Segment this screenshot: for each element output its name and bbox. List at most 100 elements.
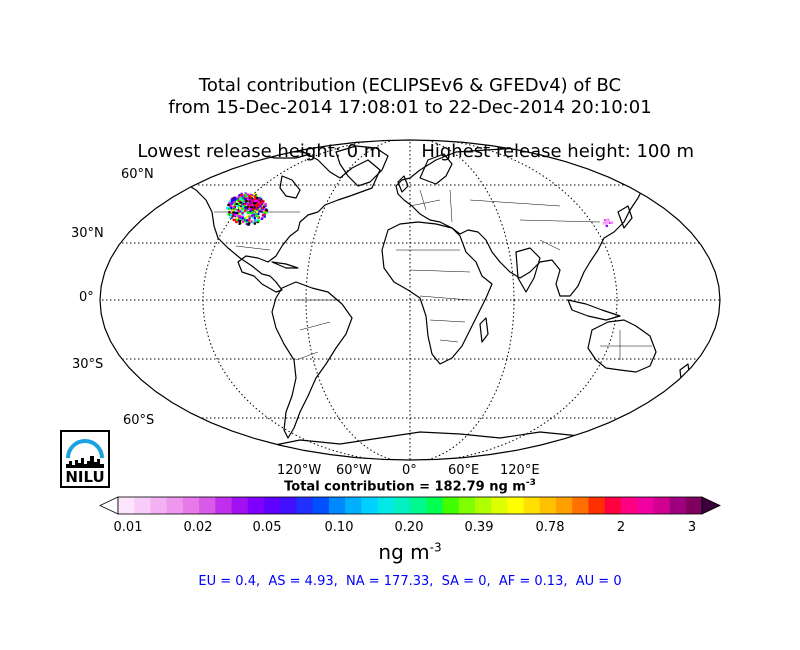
colorbar-bin bbox=[215, 497, 232, 514]
plume-cell bbox=[229, 216, 232, 219]
colorbar-bin bbox=[507, 497, 524, 514]
plume-cell bbox=[263, 205, 266, 208]
madagascar bbox=[479, 317, 489, 343]
colorbar-bin bbox=[264, 497, 281, 514]
lon-label-60w: 60°W bbox=[336, 463, 372, 478]
plume-cell bbox=[227, 213, 230, 216]
colorbar-tick: 0.39 bbox=[464, 520, 494, 535]
plume-cell bbox=[256, 215, 259, 218]
concentration-plume-asia bbox=[602, 218, 613, 228]
colorbar-min-extension bbox=[99, 496, 119, 515]
plume-cell bbox=[256, 205, 259, 208]
colorbar-bin bbox=[280, 497, 297, 514]
plume-cell bbox=[258, 205, 261, 208]
cuba bbox=[271, 261, 299, 269]
plume-cell bbox=[239, 221, 242, 224]
plume-cell bbox=[235, 217, 238, 220]
plume-cell bbox=[245, 219, 248, 222]
plume-cell bbox=[237, 215, 240, 218]
plume-cell bbox=[256, 199, 259, 202]
plume-cell bbox=[247, 207, 250, 210]
plume-cell bbox=[239, 210, 242, 213]
plume-cell bbox=[249, 193, 252, 196]
plume-cell bbox=[239, 201, 242, 204]
plume-cell bbox=[253, 216, 256, 219]
plume-cell bbox=[236, 211, 239, 214]
plume-cell bbox=[259, 198, 262, 201]
plume-cell bbox=[239, 215, 242, 218]
colorbar-tick: 0.10 bbox=[324, 520, 354, 535]
plume-cell bbox=[604, 222, 607, 225]
plume-cell bbox=[246, 221, 249, 224]
plume-cell bbox=[233, 203, 236, 207]
colorbar-bin bbox=[247, 497, 265, 514]
plume-cell bbox=[248, 222, 251, 225]
colorbar-bin bbox=[134, 497, 151, 514]
plume-cell bbox=[259, 207, 262, 210]
plume-cell bbox=[247, 200, 250, 203]
plume-cell bbox=[241, 208, 244, 211]
antarctica-coast bbox=[259, 431, 661, 459]
plume-cell bbox=[230, 216, 233, 219]
colorbar-max-extension bbox=[701, 496, 721, 515]
new-zealand bbox=[679, 363, 691, 389]
graticule bbox=[100, 140, 720, 460]
colorbar-bin bbox=[685, 497, 703, 514]
plume-cell bbox=[229, 204, 232, 207]
plume-cell bbox=[247, 223, 250, 226]
plume-cell bbox=[238, 218, 241, 221]
colorbar-bin bbox=[377, 497, 395, 514]
colorbar-bin bbox=[231, 497, 249, 514]
colorbar-bin bbox=[118, 497, 135, 514]
plume-cell bbox=[264, 203, 267, 206]
plume-cell bbox=[261, 206, 264, 210]
plume-cell bbox=[249, 215, 252, 218]
plume-cell bbox=[255, 201, 258, 204]
lat-label-30n: 30°N bbox=[71, 226, 104, 241]
plume-cell bbox=[253, 201, 256, 204]
plume-cell bbox=[261, 217, 264, 220]
plume-cell bbox=[257, 212, 260, 215]
plume-cell bbox=[238, 203, 241, 206]
colorbar-bin bbox=[572, 497, 589, 514]
plume-cell bbox=[607, 219, 610, 222]
colorbar-tick: 0.05 bbox=[252, 520, 282, 535]
meridian-line bbox=[305, 140, 515, 460]
australia-coast bbox=[587, 319, 657, 373]
plume-cell bbox=[251, 214, 254, 217]
plume-cell bbox=[605, 222, 609, 225]
plume-cell bbox=[262, 214, 265, 217]
plume-cell bbox=[251, 194, 254, 197]
nilu-logo-text: NILU bbox=[65, 468, 105, 486]
plume-cell bbox=[235, 221, 238, 224]
title-line-2: from 15-Dec-2014 17:08:01 to 22-Dec-2014… bbox=[168, 97, 652, 118]
colorbar-tick: 3 bbox=[687, 520, 697, 535]
plume-cell bbox=[244, 205, 247, 208]
plume-cell bbox=[610, 221, 613, 224]
plume-cell bbox=[235, 202, 238, 206]
plume-cell bbox=[605, 224, 608, 228]
plume-cell bbox=[605, 219, 608, 222]
plume-cell bbox=[231, 214, 234, 217]
africa-coast bbox=[381, 221, 493, 365]
total-contribution: Total contribution = 182.79 ng m-3 bbox=[284, 478, 536, 495]
plume-cell bbox=[258, 210, 261, 213]
plume-cell bbox=[604, 219, 607, 222]
plume-cell bbox=[252, 213, 255, 216]
plume-cell bbox=[244, 193, 247, 196]
plume-cell bbox=[245, 215, 249, 218]
plume-cell bbox=[251, 203, 254, 207]
colorbar-bin bbox=[361, 497, 378, 514]
plume-cell bbox=[234, 196, 237, 199]
plume-cell bbox=[237, 202, 240, 205]
plume-cell bbox=[254, 196, 257, 199]
colorbar-unit: ng m-3 bbox=[378, 540, 442, 564]
plume-cell bbox=[255, 219, 258, 222]
plume-cell bbox=[232, 197, 235, 200]
plume-cell bbox=[234, 213, 237, 217]
plume-cell bbox=[245, 223, 248, 226]
colorbar-tick: 0.20 bbox=[394, 520, 424, 535]
globe-outline bbox=[99, 139, 721, 461]
plume-cell bbox=[227, 207, 231, 211]
